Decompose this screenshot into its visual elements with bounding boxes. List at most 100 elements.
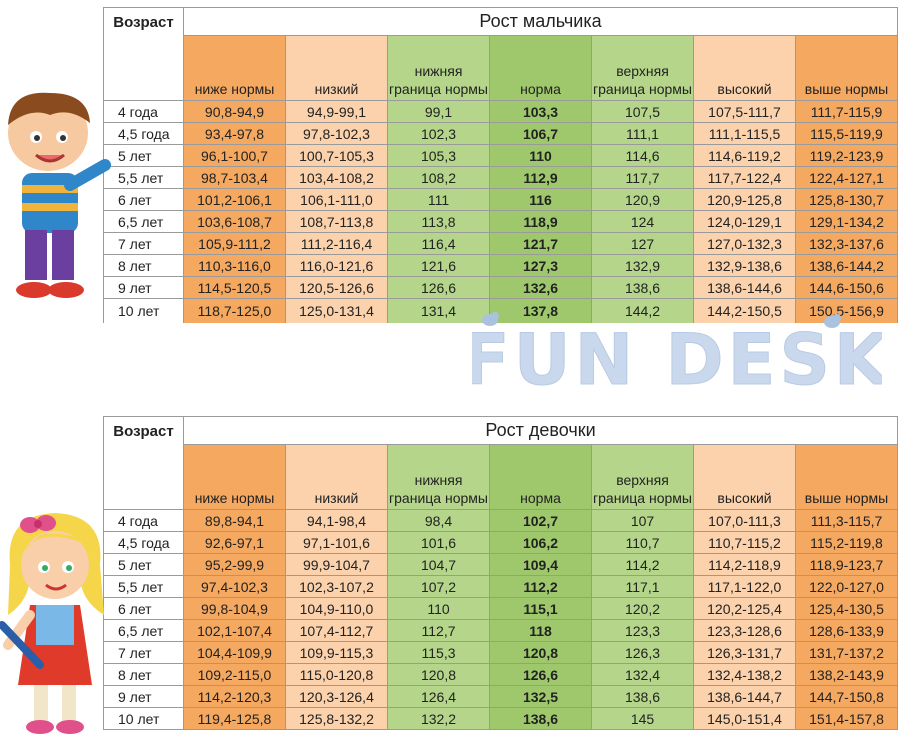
value-cell: 120,9-125,8 (693, 188, 796, 211)
value-cell: 93,4-97,8 (183, 122, 286, 145)
value-cell: 109,4 (489, 553, 592, 576)
value-cell: 106,1-111,0 (285, 188, 388, 211)
value-cell: 102,7 (489, 509, 592, 532)
value-cell: 125,4-130,5 (795, 597, 898, 620)
value-cell: 103,6-108,7 (183, 210, 286, 233)
value-cell: 145 (591, 707, 694, 730)
boy-height-table: Возраст Рост мальчика ниже нормы низкий … (103, 7, 898, 323)
table-row: 6,5 лет 103,6-108,7 108,7-113,8 113,8 118,9 1… (103, 210, 898, 233)
value-cell: 118,7-125,0 (183, 298, 286, 323)
column-header: высокий (693, 35, 796, 101)
value-cell: 104,9-110,0 (285, 597, 388, 620)
value-cell: 111,2-116,4 (285, 232, 388, 255)
value-cell: 131,4 (387, 298, 490, 323)
value-cell: 137,8 (489, 298, 592, 323)
age-cell: 6,5 лет (103, 619, 184, 642)
age-cell: 8 лет (103, 663, 184, 686)
table-row: 4 года 89,8-94,1 94,1-98,4 98,4 102,7 107 107,… (103, 509, 898, 532)
fun-desk-logo: FUN DESK (472, 312, 882, 392)
table-row: 10 лет 119,4-125,8 125,8-132,2 132,2 138,6 14… (103, 707, 898, 730)
column-header: выше нормы (795, 444, 898, 510)
value-cell: 113,8 (387, 210, 490, 233)
value-cell: 138,6-144,2 (795, 254, 898, 277)
value-cell: 118,9 (489, 210, 592, 233)
age-cell: 6 лет (103, 188, 184, 211)
bird-icon (482, 312, 499, 326)
value-cell: 123,3 (591, 619, 694, 642)
value-cell: 132,4-138,2 (693, 663, 796, 686)
value-cell: 112,7 (387, 619, 490, 642)
value-cell: 104,7 (387, 553, 490, 576)
value-cell: 115,0-120,8 (285, 663, 388, 686)
value-cell: 138,2-143,9 (795, 663, 898, 686)
value-cell: 111,7-115,9 (795, 100, 898, 123)
table-row: 6 лет 101,2-106,1 106,1-111,0 111 116 120,9 12… (103, 188, 898, 211)
value-cell: 110,7 (591, 531, 694, 554)
value-cell: 105,9-111,2 (183, 232, 286, 255)
value-cell: 119,4-125,8 (183, 707, 286, 730)
value-cell: 99,8-104,9 (183, 597, 286, 620)
value-cell: 138,6-144,6 (693, 276, 796, 299)
column-header: норма (489, 35, 592, 101)
table-row: 5,5 лет 97,4-102,3 102,3-107,2 107,2 112,2 11… (103, 575, 898, 598)
logo-text: FUN DESK (472, 319, 882, 392)
value-cell: 115,2-119,8 (795, 531, 898, 554)
value-cell: 103,4-108,2 (285, 166, 388, 189)
value-cell: 125,8-130,7 (795, 188, 898, 211)
value-cell: 124 (591, 210, 694, 233)
value-cell: 90,8-94,9 (183, 100, 286, 123)
age-cell: 8 лет (103, 254, 184, 277)
value-cell: 125,8-132,2 (285, 707, 388, 730)
value-cell: 126,4 (387, 685, 490, 708)
value-cell: 107,2 (387, 575, 490, 598)
value-cell: 89,8-94,1 (183, 509, 286, 532)
value-cell: 126,3 (591, 641, 694, 664)
value-cell: 123,3-128,6 (693, 619, 796, 642)
value-cell: 121,7 (489, 232, 592, 255)
value-cell: 121,6 (387, 254, 490, 277)
value-cell: 144,2-150,5 (693, 298, 796, 323)
table-row: 5 лет 95,2-99,9 99,9-104,7 104,7 109,4 114,2 1… (103, 553, 898, 576)
column-header: нижняя граница нормы (387, 35, 490, 101)
value-cell: 150,5-156,9 (795, 298, 898, 323)
value-cell: 120,8 (489, 641, 592, 664)
column-header: норма (489, 444, 592, 510)
value-cell: 94,1-98,4 (285, 509, 388, 532)
value-cell: 124,0-129,1 (693, 210, 796, 233)
table-row: 4,5 года 92,6-97,1 97,1-101,6 101,6 106,2 110… (103, 531, 898, 554)
age-cell: 6 лет (103, 597, 184, 620)
boy-illustration (8, 92, 111, 298)
value-cell: 109,9-115,3 (285, 641, 388, 664)
value-cell: 111,1 (591, 122, 694, 145)
value-cell: 122,4-127,1 (795, 166, 898, 189)
table-title: Рост мальчика (183, 7, 898, 36)
value-cell: 120,2 (591, 597, 694, 620)
value-cell: 110 (387, 597, 490, 620)
column-header: ниже нормы (183, 444, 286, 510)
column-header: выше нормы (795, 35, 898, 101)
value-cell: 116 (489, 188, 592, 211)
value-cell: 95,2-99,9 (183, 553, 286, 576)
table-row: 5,5 лет 98,7-103,4 103,4-108,2 108,2 112,9 11… (103, 166, 898, 189)
value-cell: 110 (489, 144, 592, 167)
age-cell: 7 лет (103, 641, 184, 664)
value-cell: 101,6 (387, 531, 490, 554)
value-cell: 138,6 (591, 276, 694, 299)
column-header: нижняя граница нормы (387, 444, 490, 510)
value-cell: 132,4 (591, 663, 694, 686)
value-cell: 151,4-157,8 (795, 707, 898, 730)
value-cell: 97,1-101,6 (285, 531, 388, 554)
value-cell: 114,2-118,9 (693, 553, 796, 576)
girl-height-table: Возраст Рост девочки ниже нормы низкий н… (103, 416, 898, 730)
value-cell: 110,3-116,0 (183, 254, 286, 277)
value-cell: 110,7-115,2 (693, 531, 796, 554)
bird-icon (824, 314, 841, 328)
value-cell: 97,8-102,3 (285, 122, 388, 145)
value-cell: 132,9 (591, 254, 694, 277)
table-row: 4 года 90,8-94,9 94,9-99,1 99,1 103,3 107,5 10… (103, 100, 898, 123)
value-cell: 115,3 (387, 641, 490, 664)
value-cell: 100,7-105,3 (285, 144, 388, 167)
value-cell: 107,0-111,3 (693, 509, 796, 532)
column-header: высокий (693, 444, 796, 510)
value-cell: 144,7-150,8 (795, 685, 898, 708)
